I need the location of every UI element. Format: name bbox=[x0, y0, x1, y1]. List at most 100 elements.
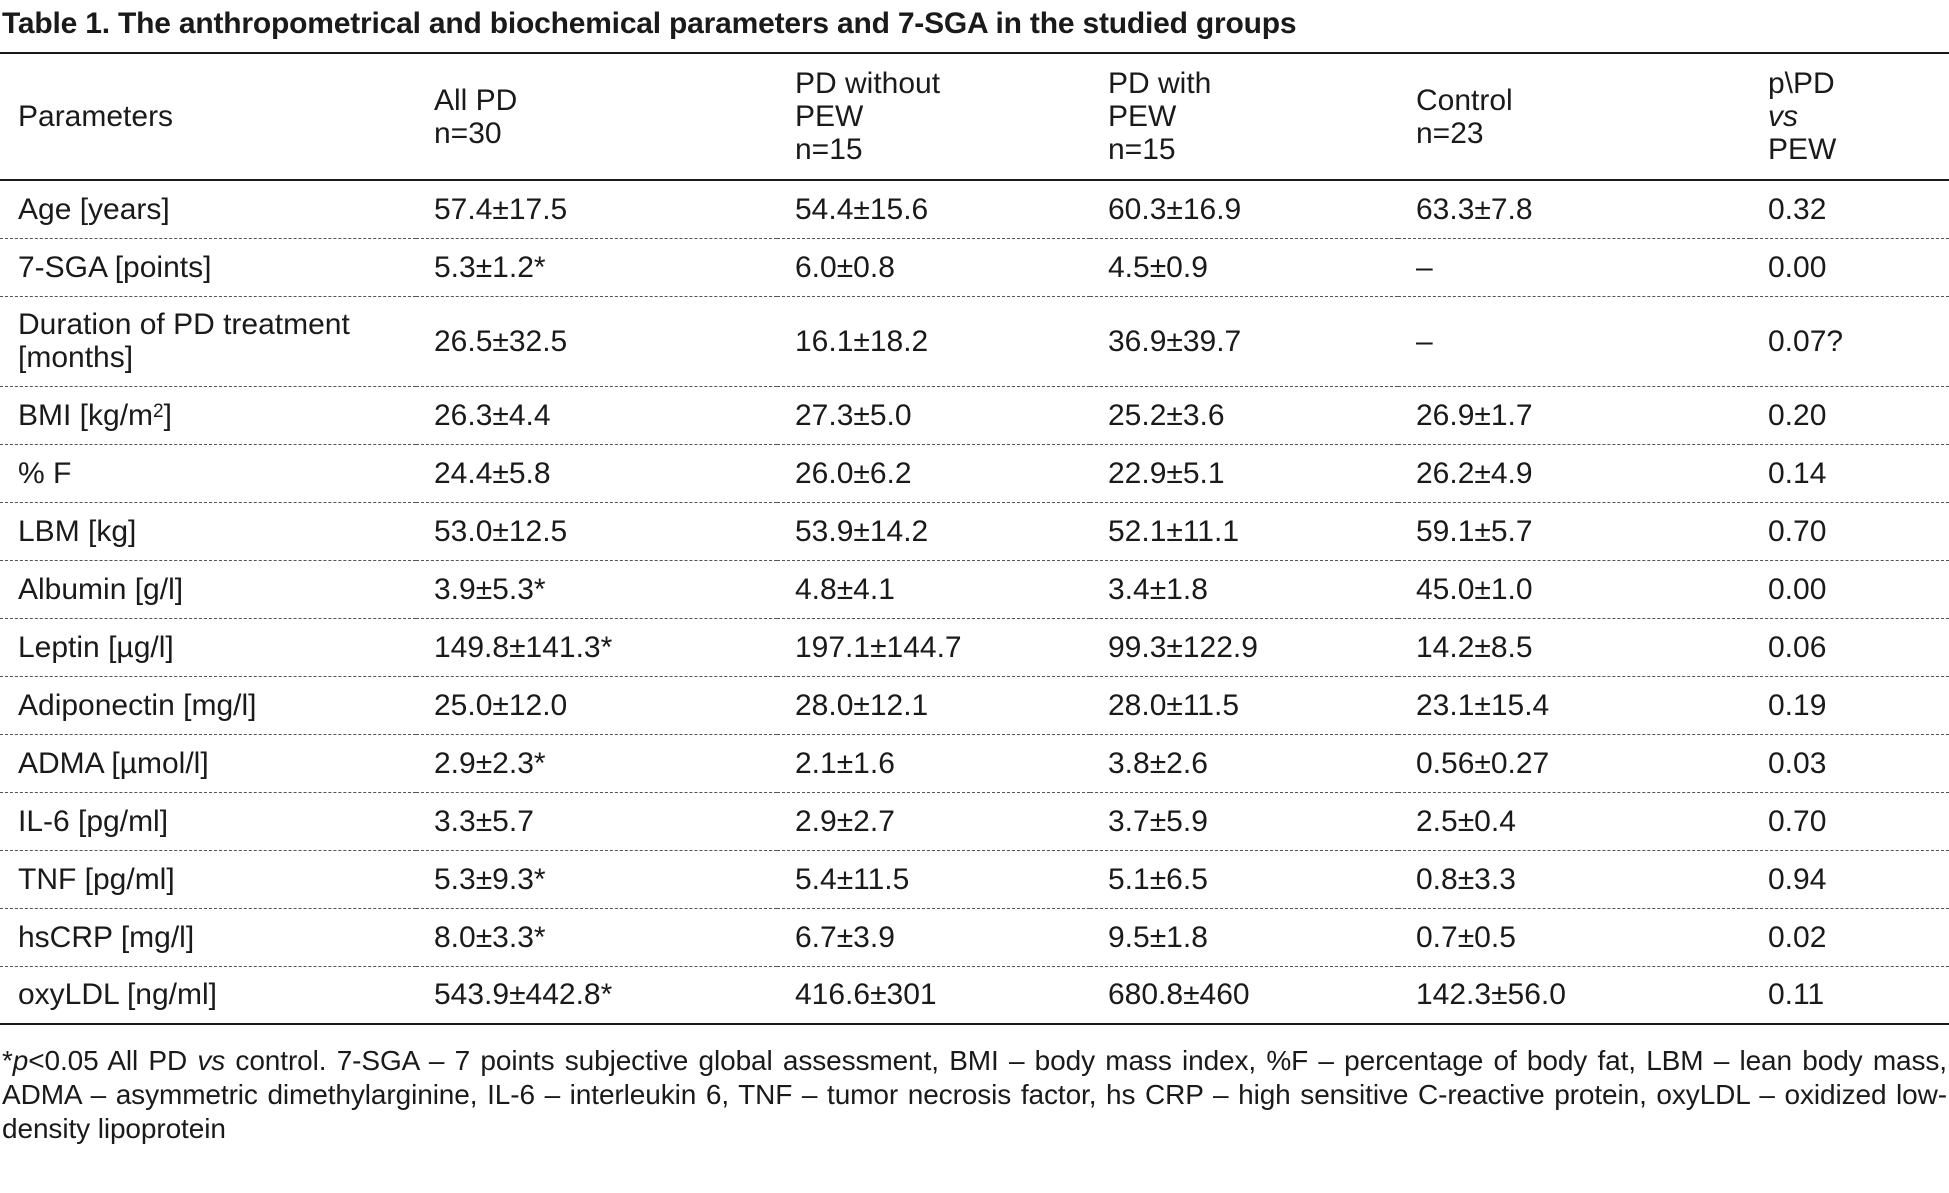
cell-p-value: 0.07? bbox=[1768, 324, 1844, 358]
header-all-pd: All PD n=30 bbox=[416, 53, 777, 180]
cell-p-value: 0.02 bbox=[1768, 920, 1827, 954]
cell-parameter: Adiponectin [mg/l] bbox=[18, 688, 257, 722]
cell-p-value: 0.03 bbox=[1768, 746, 1827, 780]
cell-pd-without-pew: 28.0±12.1 bbox=[795, 688, 929, 722]
cell-parameter: BMI [kg/m2] bbox=[0, 386, 416, 444]
table-row: Leptin [µg/l] 149.8±141.3* 197.1±144.7 9… bbox=[0, 618, 1949, 676]
table-row: LBM [kg] 53.0±12.5 53.9±14.2 52.1±11.1 5… bbox=[0, 502, 1949, 560]
header-pd-with-pew: PD with PEW n=15 bbox=[1090, 53, 1398, 180]
header-p-value-line: p\PD bbox=[1768, 67, 1835, 100]
cell-control: 14.2±8.5 bbox=[1416, 630, 1533, 664]
header-all-pd-line: n=30 bbox=[434, 116, 502, 150]
cell-pd-without-pew: 197.1±144.7 bbox=[795, 630, 962, 664]
header-all-pd-line: All PD bbox=[434, 83, 518, 117]
cell-pd-with-pew: 60.3±16.9 bbox=[1108, 192, 1242, 226]
cell-pd-with-pew: 28.0±11.5 bbox=[1108, 688, 1240, 722]
cell-all-pd: 5.3±1.2* bbox=[434, 250, 546, 284]
table-row: Adiponectin [mg/l] 25.0±12.0 28.0±12.1 2… bbox=[0, 676, 1949, 734]
footnote-p: p bbox=[12, 1045, 29, 1076]
superscript: 2 bbox=[153, 400, 164, 422]
footnote-text: control. 7-SGA – 7 points subjective glo… bbox=[2, 1045, 1947, 1144]
cell-pd-with-pew: 36.9±39.7 bbox=[1108, 324, 1242, 358]
cell-all-pd: 543.9±442.8* bbox=[434, 978, 613, 1012]
cell-p-value: 0.20 bbox=[1768, 398, 1827, 432]
cell-p-value: 0.70 bbox=[1768, 514, 1827, 548]
cell-all-pd: 149.8±141.3* bbox=[434, 630, 613, 664]
header-pd-with-pew-line: PEW bbox=[1108, 100, 1177, 133]
cell-control: 26.2±4.9 bbox=[1416, 456, 1533, 490]
table-row: BMI [kg/m2] 26.3±4.4 27.3±5.0 25.2±3.6 2… bbox=[0, 386, 1949, 444]
cell-pd-without-pew: 5.4±11.5 bbox=[795, 862, 910, 896]
cell-pd-without-pew: 53.9±14.2 bbox=[795, 514, 929, 548]
cell-pd-with-pew: 3.7±5.9 bbox=[1108, 804, 1208, 838]
cell-control: 26.9±1.7 bbox=[1416, 398, 1533, 432]
cell-control: 0.8±3.3 bbox=[1416, 862, 1516, 896]
table-body: Age [years] 57.4±17.5 54.4±15.6 60.3±16.… bbox=[0, 180, 1949, 1024]
cell-parameter-text-end: ] bbox=[163, 398, 172, 432]
cell-p-value: 0.94 bbox=[1768, 862, 1827, 896]
cell-pd-with-pew: 4.5±0.9 bbox=[1108, 250, 1208, 284]
footnote-star: * bbox=[2, 1045, 13, 1076]
cell-control: 63.3±7.8 bbox=[1416, 192, 1533, 226]
cell-pd-with-pew: 680.8±460 bbox=[1108, 978, 1250, 1012]
cell-pd-without-pew: 6.7±3.9 bbox=[795, 920, 895, 954]
cell-control: 0.56±0.27 bbox=[1416, 746, 1550, 780]
table-row: ADMA [µmol/l] 2.9±2.3* 2.1±1.6 3.8±2.6 0… bbox=[0, 734, 1949, 792]
cell-pd-without-pew: 16.1±18.2 bbox=[795, 324, 929, 358]
cell-p-value: 0.32 bbox=[1768, 192, 1827, 226]
header-row: Parameters All PD n=30 PD without PEW n=… bbox=[0, 53, 1949, 180]
cell-p-value: 0.14 bbox=[1768, 456, 1827, 490]
cell-parameter-line: Duration of PD treatment bbox=[18, 308, 350, 341]
cell-control: – bbox=[1416, 250, 1433, 284]
cell-parameter: LBM [kg] bbox=[18, 514, 137, 548]
cell-pd-without-pew: 26.0±6.2 bbox=[795, 456, 912, 490]
cell-p-value: 0.19 bbox=[1768, 688, 1827, 722]
cell-all-pd: 3.3±5.7 bbox=[434, 804, 534, 838]
cell-pd-without-pew: 6.0±0.8 bbox=[795, 250, 895, 284]
header-pd-without-pew-line: n=15 bbox=[795, 133, 863, 166]
table-row: Duration of PD treatment [months] 26.5±3… bbox=[0, 296, 1949, 386]
cell-parameter: IL-6 [pg/ml] bbox=[18, 804, 169, 838]
table-row: Albumin [g/l] 3.9±5.3* 4.8±4.1 3.4±1.8 4… bbox=[0, 560, 1949, 618]
table-footnote: *p<0.05 All PD vs control. 7-SGA – 7 poi… bbox=[2, 1044, 1947, 1146]
cell-parameter: Age [years] bbox=[18, 192, 170, 226]
cell-pd-without-pew: 27.3±5.0 bbox=[795, 398, 912, 432]
cell-p-value: 0.00 bbox=[1768, 572, 1827, 606]
cell-parameter: 7-SGA [points] bbox=[18, 250, 212, 284]
header-pd-without-pew-line: PEW bbox=[795, 100, 864, 133]
footnote-vs: vs bbox=[197, 1045, 226, 1076]
header-control-line: Control bbox=[1416, 83, 1513, 117]
cell-all-pd: 25.0±12.0 bbox=[434, 688, 568, 722]
cell-all-pd: 2.9±2.3* bbox=[434, 746, 546, 780]
cell-parameter: hsCRP [mg/l] bbox=[18, 920, 195, 954]
table-row: hsCRP [mg/l] 8.0±3.3* 6.7±3.9 9.5±1.8 0.… bbox=[0, 908, 1949, 966]
table-row: TNF [pg/ml] 5.3±9.3* 5.4±11.5 5.1±6.5 0.… bbox=[0, 850, 1949, 908]
header-pd-without-pew-line: PD without bbox=[795, 67, 941, 100]
header-p-value-line: vs bbox=[1768, 100, 1798, 133]
footnote-text: <0.05 All PD bbox=[28, 1045, 198, 1076]
cell-all-pd: 8.0±3.3* bbox=[434, 920, 546, 954]
cell-pd-with-pew: 25.2±3.6 bbox=[1108, 398, 1225, 432]
cell-control: – bbox=[1416, 324, 1433, 358]
cell-pd-without-pew: 54.4±15.6 bbox=[795, 192, 929, 226]
cell-control: 45.0±1.0 bbox=[1416, 572, 1533, 606]
table-row: IL-6 [pg/ml] 3.3±5.7 2.9±2.7 3.7±5.9 2.5… bbox=[0, 792, 1949, 850]
header-p-value: p\PD vs PEW bbox=[1750, 53, 1949, 180]
cell-control: 0.7±0.5 bbox=[1416, 920, 1516, 954]
cell-all-pd: 57.4±17.5 bbox=[434, 192, 568, 226]
cell-parameter: % F bbox=[18, 456, 72, 490]
cell-pd-with-pew: 22.9±5.1 bbox=[1108, 456, 1225, 490]
cell-parameter-text: BMI [kg/m bbox=[18, 398, 154, 432]
cell-pd-with-pew: 5.1±6.5 bbox=[1108, 862, 1208, 896]
header-pd-without-pew: PD without PEW n=15 bbox=[777, 53, 1090, 180]
cell-parameter: Leptin [µg/l] bbox=[18, 630, 174, 664]
cell-all-pd: 24.4±5.8 bbox=[434, 456, 551, 490]
cell-control: 59.1±5.7 bbox=[1416, 514, 1533, 548]
cell-pd-without-pew: 2.1±1.6 bbox=[795, 746, 895, 780]
header-p-value-line: PEW bbox=[1768, 133, 1837, 166]
header-parameters: Parameters bbox=[0, 53, 416, 180]
cell-pd-without-pew: 2.9±2.7 bbox=[795, 804, 895, 838]
cell-pd-with-pew: 9.5±1.8 bbox=[1108, 920, 1208, 954]
cell-pd-without-pew: 416.6±301 bbox=[795, 978, 937, 1012]
table-row: 7-SGA [points] 5.3±1.2* 6.0±0.8 4.5±0.9 … bbox=[0, 238, 1949, 296]
